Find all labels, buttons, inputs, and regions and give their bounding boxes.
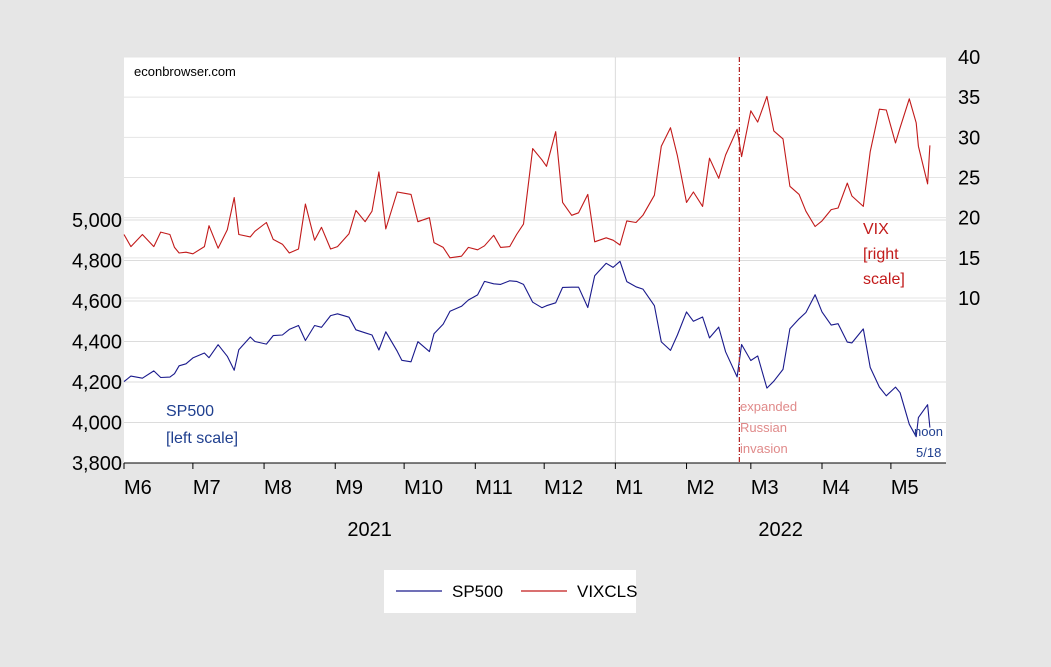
invasion-annotation: Russian xyxy=(740,420,787,435)
x-tick-label: M3 xyxy=(751,477,779,499)
y-left-tick-label: 4,200 xyxy=(72,372,122,394)
annotation-layer: econbrowser.com VIX [right scale] SP500 [left… xyxy=(134,57,943,463)
series-line-sp500 xyxy=(123,260,931,438)
x-tick-label: M5 xyxy=(891,477,919,499)
y-left-tick-label: 4,000 xyxy=(72,413,122,435)
site-watermark: econbrowser.com xyxy=(134,64,236,79)
sp500-annotation: [left scale] xyxy=(166,430,238,447)
y-right-tick-label: 10 xyxy=(958,288,980,310)
sp500-annotation: SP500 xyxy=(166,403,214,420)
x-tick-label: M6 xyxy=(124,477,152,499)
y-right-tick-label: 40 xyxy=(958,47,980,69)
invasion-annotation: expanded xyxy=(740,399,797,414)
x-tick-label: M9 xyxy=(335,477,363,499)
x-year-label: 2022 xyxy=(758,519,803,541)
grid-layer xyxy=(124,56,946,464)
y-left-tick-label: 4,400 xyxy=(72,332,122,354)
x-tick-label: M10 xyxy=(404,477,443,499)
series-layer xyxy=(123,95,931,438)
x-tick-label: M2 xyxy=(687,477,715,499)
y-left-tick-label: 4,800 xyxy=(72,251,122,273)
x-tick-label: M7 xyxy=(193,477,221,499)
noon-annotation: noon xyxy=(914,424,943,439)
x-tick-label: M12 xyxy=(544,477,583,499)
noon-annotation: 5/18 xyxy=(916,445,941,460)
y-left-tick-label: 3,800 xyxy=(72,453,122,475)
y-left-tick-label: 5,000 xyxy=(72,210,122,232)
y-right-tick-label: 15 xyxy=(958,248,980,270)
legend: SP500 VIXCLS xyxy=(384,570,637,613)
vix-annotation: [right xyxy=(863,246,899,263)
x-tick-label: M8 xyxy=(264,477,292,499)
y-right-tick-label: 35 xyxy=(958,87,980,109)
y-right-tick-label: 20 xyxy=(958,208,980,230)
legend-label-vixcls: VIXCLS xyxy=(577,582,637,601)
invasion-annotation: invasion xyxy=(740,441,788,456)
y-right-tick-label: 30 xyxy=(958,127,980,149)
y-right-tick-label: 25 xyxy=(958,168,980,190)
x-year-label: 2021 xyxy=(347,519,392,541)
y-left-tick-label: 4,600 xyxy=(72,291,122,313)
vix-annotation: scale] xyxy=(863,271,905,288)
x-tick-label: M1 xyxy=(615,477,643,499)
tick-layer: 3,800 4,000 4,200 4,400 4,600 4,800 5,000 10 15 2… xyxy=(72,47,980,541)
legend-label-sp500: SP500 xyxy=(452,582,503,601)
x-tick-label: M4 xyxy=(822,477,850,499)
series-line-vixcls xyxy=(123,95,931,259)
x-tick-label: M11 xyxy=(475,477,512,499)
vix-annotation: VIX xyxy=(863,221,889,238)
